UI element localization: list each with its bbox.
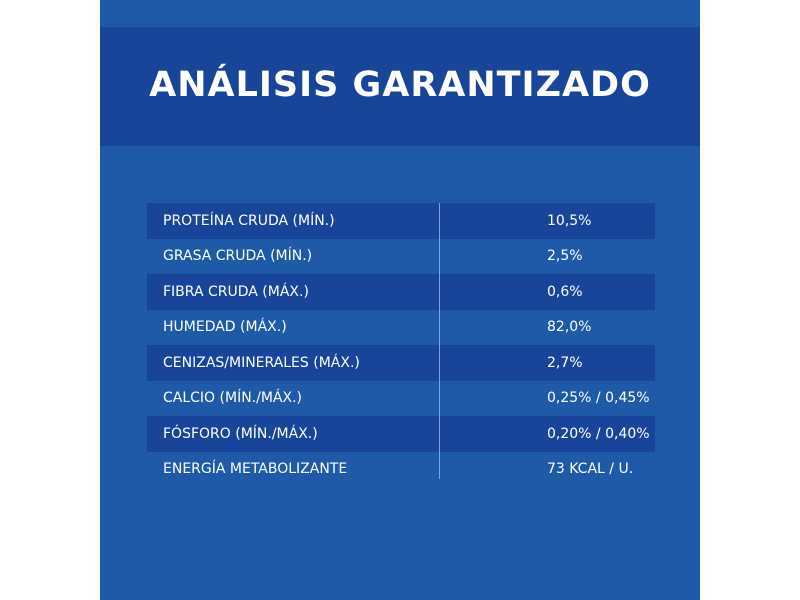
table-row: FIBRA CRUDA (MÁX.) 0,6% bbox=[147, 274, 655, 310]
table-row: HUMEDAD (MÁX.) 82,0% bbox=[147, 310, 655, 346]
row-value: 2,5% bbox=[547, 248, 583, 265]
table-row: GRASA CRUDA (MÍN.) 2,5% bbox=[147, 239, 655, 275]
table-row: ENERGÍA METABOLIZANTE 73 KCAL / U. bbox=[147, 452, 655, 488]
row-value: 0,6% bbox=[547, 283, 583, 300]
row-label: ENERGÍA METABOLIZANTE bbox=[163, 461, 348, 478]
analysis-table: PROTEÍNA CRUDA (MÍN.) 10,5% GRASA CRUDA … bbox=[147, 203, 655, 487]
title-band: ANÁLISIS GARANTIZADO bbox=[100, 27, 700, 146]
row-value: 2,7% bbox=[547, 354, 583, 371]
row-label: GRASA CRUDA (MÍN.) bbox=[163, 248, 313, 265]
table-row: FÓSFORO (MÍN./MÁX.) 0,20% / 0,40% bbox=[147, 416, 655, 452]
analysis-panel: ANÁLISIS GARANTIZADO PROTEÍNA CRUDA (MÍN… bbox=[100, 0, 700, 600]
row-label: CENIZAS/MINERALES (MÁX.) bbox=[163, 354, 360, 371]
page-title: ANÁLISIS GARANTIZADO bbox=[149, 64, 651, 105]
row-value: 82,0% bbox=[547, 319, 592, 336]
row-label: CALCIO (MÍN./MÁX.) bbox=[163, 390, 302, 407]
table-row: CALCIO (MÍN./MÁX.) 0,25% / 0,45% bbox=[147, 381, 655, 417]
row-label: HUMEDAD (MÁX.) bbox=[163, 319, 287, 336]
row-label: FIBRA CRUDA (MÁX.) bbox=[163, 283, 309, 300]
row-label: PROTEÍNA CRUDA (MÍN.) bbox=[163, 212, 335, 229]
column-divider bbox=[439, 203, 440, 479]
table-row: CENIZAS/MINERALES (MÁX.) 2,7% bbox=[147, 345, 655, 381]
row-value: 0,25% / 0,45% bbox=[547, 390, 650, 407]
table-row: PROTEÍNA CRUDA (MÍN.) 10,5% bbox=[147, 203, 655, 239]
row-label: FÓSFORO (MÍN./MÁX.) bbox=[163, 425, 318, 442]
row-value: 10,5% bbox=[547, 212, 592, 229]
row-value: 0,20% / 0,40% bbox=[547, 425, 650, 442]
row-value: 73 KCAL / U. bbox=[547, 461, 634, 478]
